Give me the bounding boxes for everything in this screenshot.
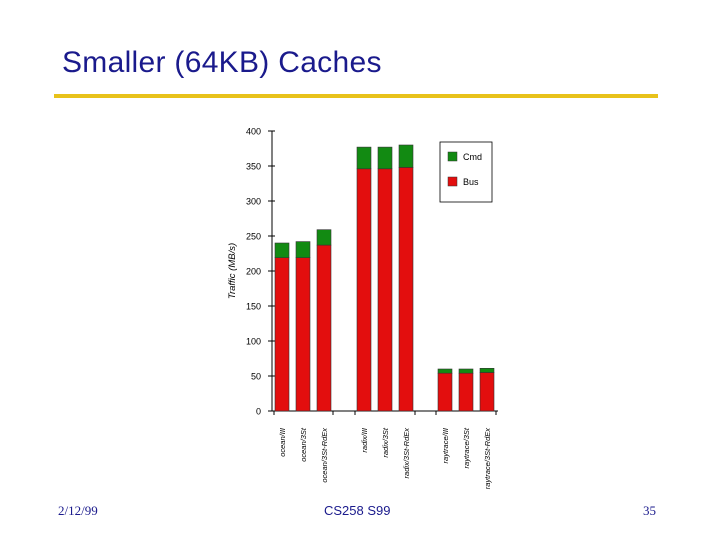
y-tick-label: 150	[246, 302, 261, 312]
footer-page-number: 35	[643, 503, 656, 518]
bar-bus	[377, 168, 393, 412]
bar-cmd	[356, 146, 372, 170]
category-label: raytrace/III	[441, 428, 450, 463]
y-tick-label: 200	[246, 267, 261, 277]
y-tick-label: 0	[256, 407, 261, 417]
y-tick-label: 250	[246, 232, 261, 242]
legend-swatch-bus	[447, 176, 458, 187]
y-axis-title: Traffic (MB/s)	[227, 243, 238, 299]
legend-box	[439, 141, 493, 203]
legend-label-bus: Bus	[463, 177, 479, 187]
bar-cmd	[316, 229, 332, 246]
bar-cmd	[398, 144, 414, 168]
category-label: raytrace/3St	[462, 427, 471, 468]
bar-bus	[479, 372, 495, 412]
title-underline	[54, 94, 658, 98]
bar-bus	[274, 257, 290, 412]
bar-bus	[316, 244, 332, 412]
bar-cmd	[458, 368, 474, 374]
category-label: ocean/3St	[299, 427, 308, 462]
legend-label-cmd: Cmd	[463, 152, 482, 162]
bar-bus	[356, 168, 372, 412]
category-label: radix/3St	[381, 427, 390, 458]
footer-date: 2/12/99	[58, 503, 98, 518]
category-label: ocean/3St-RdEx	[320, 428, 329, 483]
category-label: radix/3St-RdEx	[402, 428, 411, 479]
y-tick-label: 100	[246, 337, 261, 347]
legend-swatch-cmd	[447, 151, 458, 162]
bar-cmd	[479, 367, 495, 373]
bar-cmd	[295, 241, 311, 259]
bar-bus	[437, 372, 453, 412]
bar-cmd	[437, 368, 453, 374]
y-tick-label: 50	[251, 372, 261, 382]
bar-bus	[295, 257, 311, 412]
bar-bus	[398, 167, 414, 412]
slide-title: Smaller (64KB) Caches	[62, 46, 382, 79]
bar-cmd	[377, 146, 393, 170]
category-label: raytrace/3St-RdEx	[483, 428, 492, 490]
category-label: radix/III	[360, 428, 369, 453]
y-tick-label: 350	[246, 162, 261, 172]
footer-course: CS258 S99	[324, 503, 391, 518]
y-tick-label: 400	[246, 127, 261, 137]
category-label: ocean/III	[278, 428, 287, 457]
bar-cmd	[274, 242, 290, 258]
bar-bus	[458, 372, 474, 412]
y-tick-label: 300	[246, 197, 261, 207]
